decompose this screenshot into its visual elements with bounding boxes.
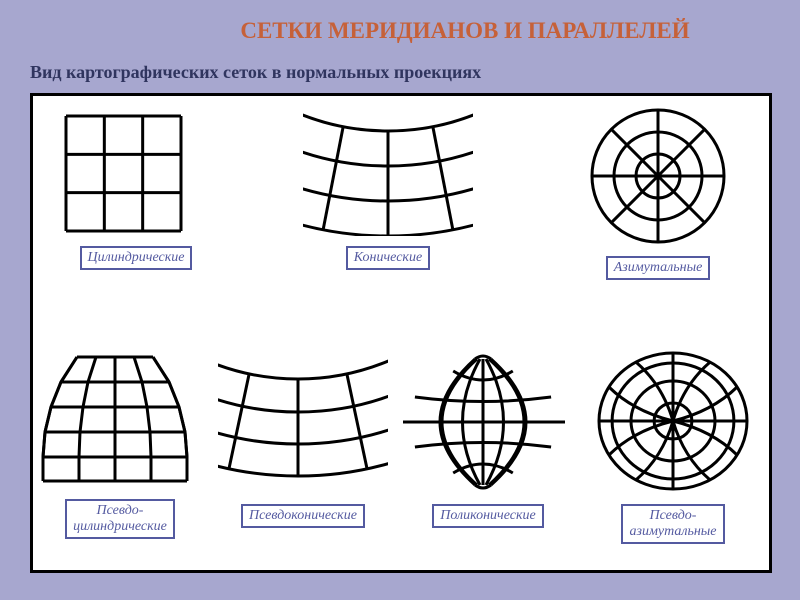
page: СЕТКИ МЕРИДИАНОВ И ПАРАЛЛЕЛЕЙ Вид картог… [0,0,800,600]
page-title: СЕТКИ МЕРИДИАНОВ И ПАРАЛЛЕЛЕЙ [150,18,780,44]
projection-pseudoconic-label: Псевдоконические [241,504,365,528]
projection-pseudocylindrical: Псевдо-цилиндрические [35,349,205,539]
projection-conic-label: Конические [346,246,430,270]
projection-pseudoazimuthal-label: Псевдо-азимутальные [621,504,724,544]
projection-panel: Цилиндрические Конические Азимутальные Псев… [30,93,772,573]
projection-cylindrical-figure [51,106,221,236]
projection-polyconic-figure [403,349,573,494]
projection-conic: Конические [303,106,473,270]
projection-pseudoazimuthal: Псевдо-азимутальные [588,349,758,544]
projection-azimuthal-figure [573,106,743,246]
projection-pseudocylindrical-label: Псевдо-цилиндрические [65,499,175,539]
projection-pseudoconic: Псевдоконические [218,349,388,528]
projection-polyconic: Поликонические [403,349,573,528]
projection-cylindrical-label: Цилиндрические [80,246,193,270]
projection-pseudoazimuthal-figure [588,349,758,494]
projection-azimuthal: Азимутальные [573,106,743,280]
projection-pseudoconic-figure [218,349,388,494]
projection-azimuthal-label: Азимутальные [606,256,711,280]
projection-cylindrical: Цилиндрические [51,106,221,270]
projection-polyconic-label: Поликонические [432,504,544,528]
page-subtitle: Вид картографических сеток в нормальных … [30,62,780,83]
projection-pseudocylindrical-figure [35,349,205,489]
projection-conic-figure [303,106,473,236]
